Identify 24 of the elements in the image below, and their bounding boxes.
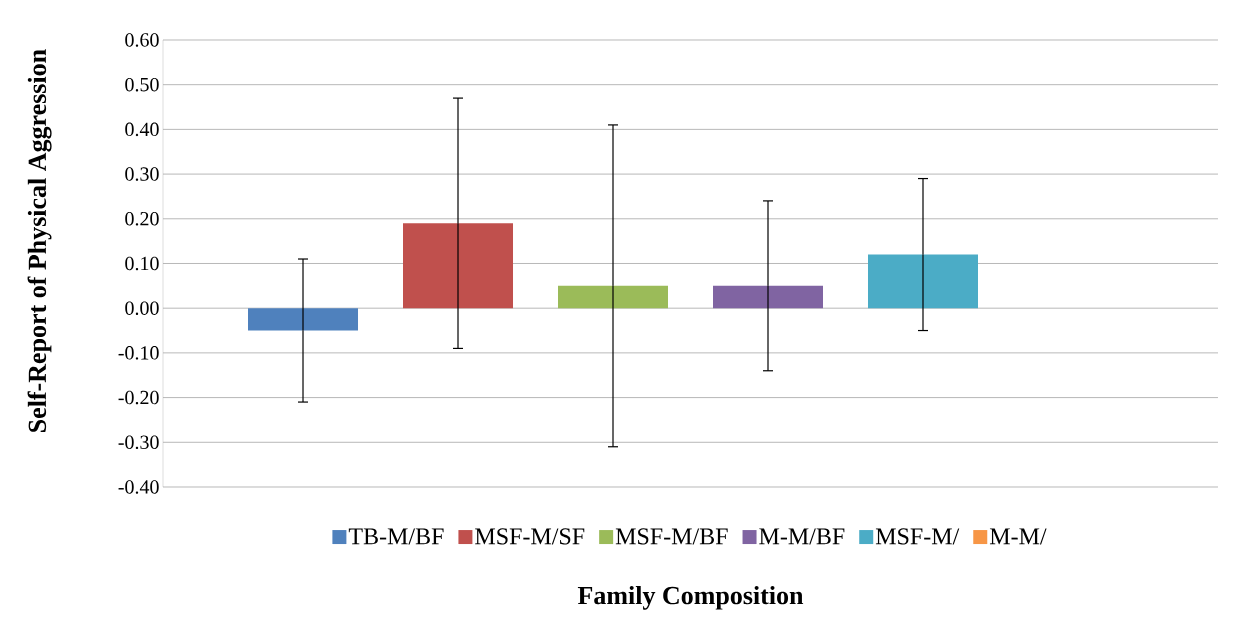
bar — [248, 308, 359, 331]
y-tick-label: 0.20 — [125, 212, 159, 226]
y-tick-label: -0.30 — [118, 435, 159, 450]
y-tick-label: -0.10 — [118, 346, 159, 360]
y-tick-label: 0.60 — [125, 33, 159, 47]
y-tick-label: 0.00 — [125, 301, 159, 315]
y-tick-label: 0.10 — [125, 256, 159, 271]
legend-label: M-M/BF — [759, 528, 845, 545]
legend-label: M-M/ — [989, 528, 1047, 545]
y-tick-label: 0.50 — [125, 77, 159, 92]
legend-label: TB-M/BF — [348, 528, 444, 545]
y-axis-title: Self-Report of Physical Aggression — [27, 49, 52, 432]
y-tick-label: 0.30 — [125, 167, 159, 181]
y-tick-label: -0.40 — [118, 480, 159, 494]
x-axis-title: Family Composition — [577, 586, 804, 610]
bar — [868, 254, 978, 309]
legend-label: MSF-M/SF — [475, 528, 585, 545]
legend-label: MSF-M/BF — [615, 528, 728, 545]
bar — [713, 285, 823, 309]
bar — [558, 285, 668, 309]
legend-label: MSF-M/ — [875, 528, 960, 545]
y-tick-label: -0.20 — [118, 390, 159, 405]
bar — [403, 223, 514, 309]
y-tick-label: 0.40 — [125, 122, 159, 137]
